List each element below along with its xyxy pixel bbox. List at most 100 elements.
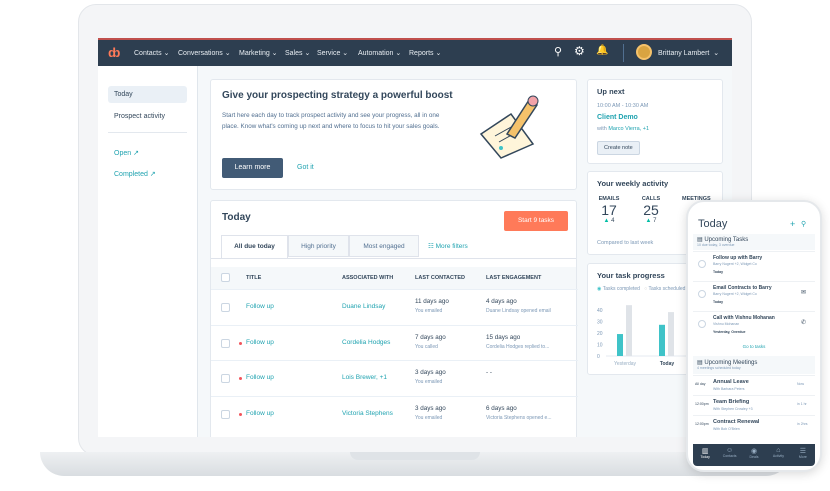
col-title[interactable]: TITLE — [246, 275, 262, 281]
meeting-time: 12:00pm — [695, 402, 709, 406]
associated-link[interactable]: Cordelia Hodges — [342, 338, 391, 346]
create-note-button[interactable]: Create note — [597, 141, 640, 155]
search-icon[interactable]: ⚲ — [801, 221, 807, 228]
table-row[interactable]: Follow up Cordelia Hodges 7 days ago You… — [211, 324, 578, 360]
nav-conversations[interactable]: Conversations ⌄ — [178, 50, 231, 57]
phone-tab-activity[interactable]: ⌂ Activity — [766, 444, 790, 466]
col-last-engagement[interactable]: LAST ENGAGEMENT — [486, 275, 542, 281]
associated-link[interactable]: Victoria Stephens — [342, 409, 393, 417]
bell-icon[interactable]: 🔔 — [596, 45, 609, 56]
nav-sales[interactable]: Sales ⌄ — [285, 50, 311, 57]
row-checkbox[interactable] — [221, 409, 230, 419]
sidebar-item-today[interactable]: Today — [108, 86, 187, 103]
search-icon[interactable]: ⚲ — [554, 46, 563, 58]
task-due: Yesterday, Overdue — [713, 330, 746, 334]
up-next-time: 10:00 AM - 10:30 AM — [597, 103, 649, 109]
row-checkbox[interactable] — [221, 374, 230, 383]
last-contacted-detail: You called — [415, 343, 438, 350]
task-title-link[interactable]: Follow up — [246, 338, 274, 346]
task-progress-title: Your task progress — [597, 271, 665, 280]
row-checkbox[interactable] — [221, 338, 230, 348]
associated-link[interactable]: Duane Lindsay — [342, 303, 386, 310]
task-title-link[interactable]: Follow up — [246, 303, 274, 310]
sidebar-item-prospect-activity[interactable]: Prospect activity — [114, 113, 165, 120]
phone-tab-deals[interactable]: ◉ Deals — [742, 444, 766, 466]
got-it-link[interactable]: Got it — [297, 164, 314, 171]
phone-icon[interactable]: ✆ — [801, 320, 807, 326]
sidebar-link-open[interactable]: Open ↗ — [114, 150, 139, 157]
phone-task-item[interactable]: Call with Vishnu Mohanan Vishnu Mohanan … — [693, 311, 815, 339]
tab-contacts-icon: ☺ — [726, 447, 734, 454]
col-associated-with[interactable]: ASSOCIATED WITH — [342, 275, 394, 281]
tab-most-engaged[interactable]: Most engaged — [349, 235, 419, 257]
nav-reports[interactable]: Reports ⌄ — [409, 50, 442, 57]
nav-service[interactable]: Service ⌄ — [317, 50, 349, 57]
gear-icon[interactable]: ⚙ — [574, 44, 585, 58]
meeting-sub: With Stephen Crowley +3 — [713, 407, 753, 411]
phone-tab-contacts[interactable]: ☺ Contacts — [717, 444, 741, 466]
col-last-contacted[interactable]: LAST CONTACTED — [415, 275, 466, 281]
task-due: Today — [713, 270, 724, 274]
meeting-sub: With Bob O'Brien — [713, 427, 740, 431]
today-card: Today Start 9 tasks All due today High p… — [210, 200, 578, 437]
add-icon[interactable]: + — [790, 219, 796, 229]
meeting-when: in 1 hr — [797, 402, 807, 406]
phone-meeting-item[interactable]: 12:00pm Contract Renewal With Bob O'Brie… — [693, 415, 815, 434]
learn-more-button[interactable]: Learn more — [222, 158, 283, 178]
nav-contacts[interactable]: Contacts ⌄ — [134, 50, 170, 57]
task-title: Email Contracts to Barry — [713, 285, 772, 291]
task-complete-icon[interactable] — [698, 320, 706, 328]
task-complete-icon[interactable] — [698, 260, 706, 268]
phone-meeting-item[interactable]: All day Annual Leave With Barbara Peters… — [693, 375, 815, 394]
legend-completed: Tasks completed — [602, 286, 640, 292]
select-all-checkbox[interactable] — [221, 273, 230, 282]
calendar-icon: ▤ — [697, 237, 703, 243]
tab-today-icon: ▥ — [701, 448, 709, 455]
start-tasks-button[interactable]: Start 9 tasks — [504, 211, 568, 231]
email-icon[interactable]: ✉ — [801, 290, 807, 296]
table-row[interactable]: Follow up Lois Brewer, +1 3 days ago You… — [211, 360, 578, 395]
phone-tab-more[interactable]: ☰ More — [791, 444, 815, 466]
hubspot-logo-icon[interactable]: ȸ — [108, 45, 121, 60]
last-contacted-detail: You emailed — [415, 379, 443, 385]
overdue-dot — [239, 412, 242, 416]
external-link-icon: ↗ — [149, 171, 156, 178]
task-title-link[interactable]: Follow up — [246, 374, 274, 381]
table-row[interactable]: Follow up Duane Lindsay 11 days ago You … — [211, 289, 578, 324]
upcoming-meetings-header: ▤ Upcoming Meetings 4 meetings scheduled… — [693, 356, 815, 374]
external-link-icon: ↗ — [133, 150, 139, 157]
go-to-tasks-link[interactable]: Go to tasks — [742, 344, 766, 349]
nav-marketing[interactable]: Marketing ⌄ — [239, 50, 278, 57]
table-row[interactable]: Follow up Victoria Stephens 3 days ago Y… — [211, 395, 578, 431]
last-contacted: 3 days ago — [415, 369, 446, 376]
with-label: with — [597, 126, 607, 132]
phone-meeting-item[interactable]: 12:00pm Team Briefing With Stephen Crowl… — [693, 395, 815, 414]
up-next-event[interactable]: Client Demo — [597, 114, 638, 121]
bar-tasks-scheduled — [668, 312, 674, 356]
y-tick-label: 30 — [597, 319, 603, 325]
task-title-link[interactable]: Follow up — [246, 409, 274, 417]
last-engagement: 4 days ago — [486, 298, 517, 305]
row-checkbox[interactable] — [221, 303, 230, 312]
up-next-attendees[interactable]: Marco Vierra, +1 — [608, 126, 650, 132]
bar-tasks-completed — [617, 334, 623, 356]
associated-link[interactable]: Lois Brewer, +1 — [342, 374, 387, 381]
nav-automation[interactable]: Automation ⌄ — [358, 50, 402, 57]
stat-emails: EMAILS 17 ▲ 4 — [598, 196, 620, 224]
bar-tasks-completed — [659, 324, 665, 356]
tab-more-icon: ☰ — [799, 448, 806, 455]
phone-task-item[interactable]: Follow up with Barry Barry Nugent +2, Wi… — [693, 251, 815, 279]
tab-all-due-today[interactable]: All due today — [221, 235, 288, 258]
meeting-sub: With Barbara Peters — [713, 387, 745, 391]
meeting-title: Annual Leave — [713, 379, 749, 385]
avatar[interactable] — [636, 44, 652, 60]
task-complete-icon[interactable] — [698, 290, 706, 298]
tab-high-priority[interactable]: High priority — [288, 235, 349, 257]
sidebar-link-completed[interactable]: Completed ↗ — [114, 171, 156, 178]
promo-title: Give your prospecting strategy a powerfu… — [222, 90, 453, 101]
upcoming-tasks-header: ▤ Upcoming Tasks 10 due today, 3 overdue — [693, 234, 815, 250]
phone-task-item[interactable]: Email Contracts to Barry Barry Nugent +2… — [693, 281, 815, 309]
user-menu[interactable]: Brittany Lambert ⌄ — [658, 50, 720, 57]
phone-tab-today[interactable]: ▥ Today — [693, 444, 717, 466]
more-filters-link[interactable]: ☷ More filters — [428, 243, 468, 250]
